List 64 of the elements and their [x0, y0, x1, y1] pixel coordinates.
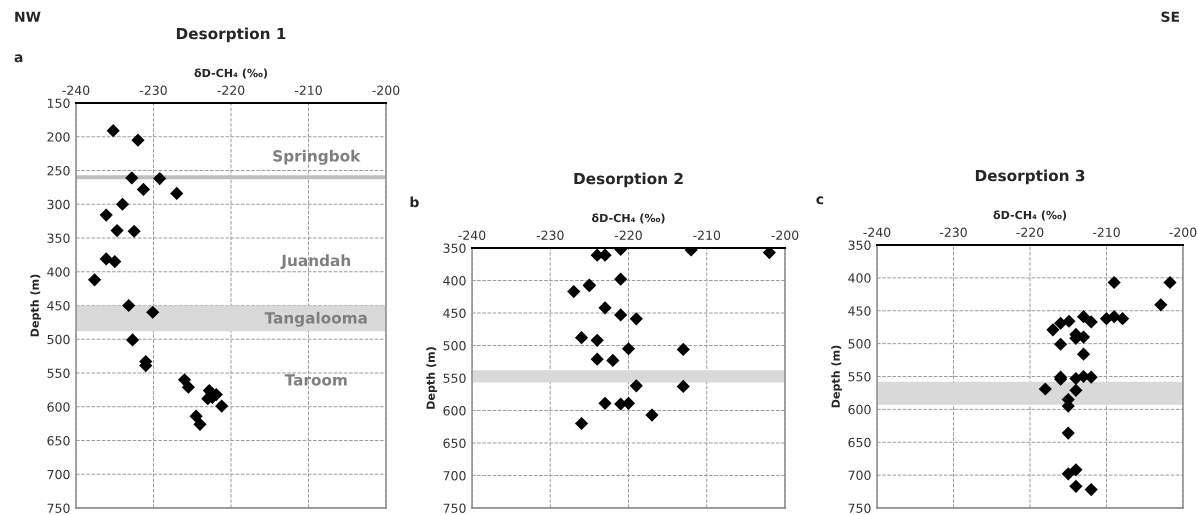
- y-tick-label: 550: [848, 371, 871, 382]
- y-tick-label: 650: [848, 437, 871, 448]
- x-tick-label: -210: [294, 85, 322, 96]
- x-tick-label: -220: [1016, 227, 1044, 238]
- y-tick-label: 200: [47, 132, 70, 142]
- x-tick-label: -230: [939, 227, 967, 238]
- y-tick-label: 450: [47, 300, 70, 311]
- y-tick-label: 600: [848, 404, 871, 415]
- x-tick-label: -240: [62, 85, 90, 96]
- y-tick-label: 500: [47, 334, 70, 345]
- text: b: [410, 196, 419, 208]
- y-tick-label: 300: [47, 199, 70, 210]
- y-tick-label: 700: [443, 470, 466, 481]
- chart-title: Desorption 2: [574, 172, 683, 188]
- chart-title: Desorption 3: [975, 169, 1085, 185]
- y-tick-label: 650: [443, 438, 466, 448]
- y-tick-label: 700: [47, 469, 70, 480]
- y-tick-label: 500: [848, 339, 871, 349]
- x-tick-label: -200: [1169, 227, 1197, 238]
- y-tick-label: 700: [848, 470, 871, 481]
- x-axis-title: δD-CH₄ (‰): [993, 210, 1067, 221]
- y-tick-label: 350: [848, 240, 871, 250]
- y-tick-label: 350: [47, 233, 70, 243]
- x-tick-label: -210: [693, 230, 721, 241]
- y-tick-label: 600: [47, 402, 70, 412]
- y-tick-label: 350: [443, 243, 466, 253]
- x-tick-label: -200: [771, 230, 799, 241]
- x-axis-title: δD-CH₄ (‰): [194, 68, 268, 79]
- y-tick-label: 500: [443, 340, 466, 351]
- y-tick-label: 400: [848, 273, 871, 283]
- y-tick-label: 550: [443, 373, 466, 383]
- x-tick-label: -230: [536, 230, 564, 241]
- annotation: Tangalooma: [264, 311, 367, 327]
- text: SE: [1161, 11, 1179, 23]
- y-tick-label: 150: [47, 98, 70, 108]
- y-tick-label: 400: [47, 267, 70, 277]
- y-tick-label: 450: [848, 306, 871, 316]
- y-axis-title: Depth (m): [831, 345, 843, 408]
- x-tick-label: -220: [217, 85, 245, 96]
- y-tick-label: 650: [47, 435, 70, 446]
- x-tick-label: -240: [458, 230, 486, 241]
- chart-title: Desorption 1: [176, 27, 286, 43]
- y-tick-label: 750: [443, 503, 466, 513]
- y-tick-label: 250: [47, 165, 70, 176]
- annotation: Springbok: [273, 149, 361, 165]
- y-tick-label: 400: [443, 275, 466, 286]
- y-tick-label: 750: [47, 503, 70, 513]
- text: NW: [15, 11, 41, 22]
- x-tick-label: -200: [372, 85, 400, 96]
- x-tick-label: -220: [614, 230, 642, 241]
- y-tick-label: 750: [848, 503, 871, 513]
- x-tick-label: -210: [1092, 227, 1120, 238]
- text: c: [816, 196, 824, 205]
- text: a: [14, 54, 23, 63]
- annotation: Juandah: [280, 254, 350, 270]
- annotation: Taroom: [284, 374, 347, 386]
- x-tick-label: -230: [139, 85, 167, 96]
- y-axis-title: Depth (m): [30, 274, 42, 337]
- x-axis-title: δD-CH₄ (‰): [591, 213, 665, 224]
- y-axis-title: Depth (m): [426, 347, 438, 409]
- y-tick-label: 450: [443, 308, 466, 318]
- x-tick-label: -240: [863, 227, 891, 238]
- y-tick-label: 600: [443, 405, 466, 416]
- y-tick-label: 550: [47, 368, 70, 378]
